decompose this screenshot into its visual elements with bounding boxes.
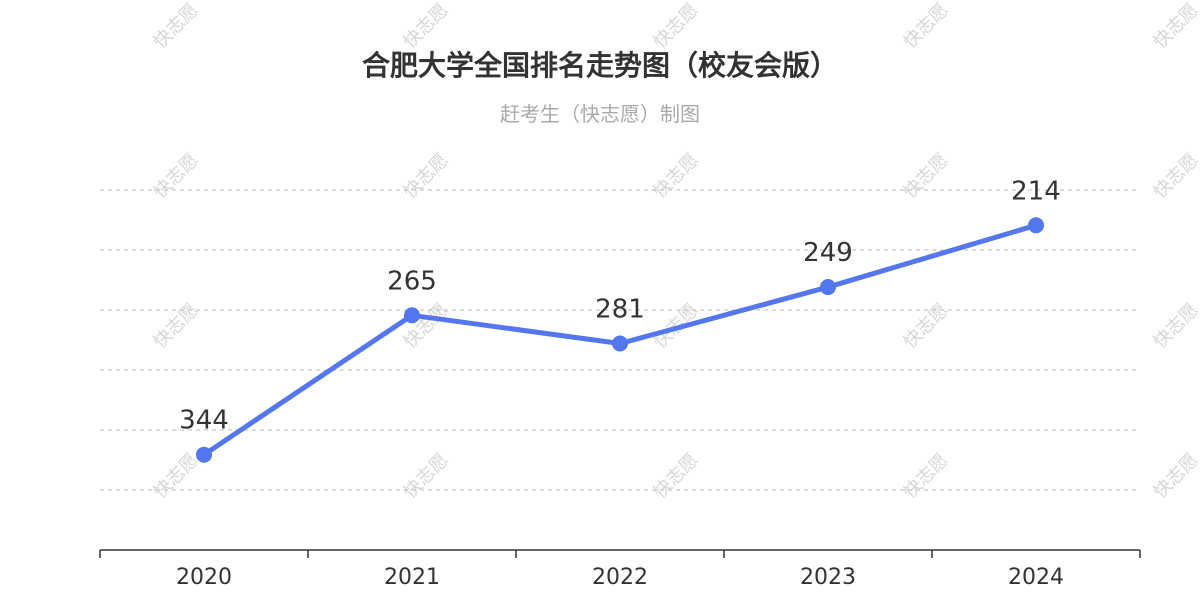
data-point	[820, 279, 836, 296]
x-tick-label: 2022	[592, 565, 648, 590]
x-tick-label: 2021	[384, 565, 440, 590]
data-label: 214	[1011, 176, 1061, 206]
data-label: 281	[595, 295, 645, 325]
watermark-text: 快志愿	[650, 450, 703, 503]
data-label: 265	[387, 266, 437, 296]
watermark-text: 快志愿	[150, 450, 203, 503]
watermark-text: 快志愿	[900, 450, 953, 503]
chart-subtitle: 赶考生（快志愿）制图	[500, 102, 700, 126]
watermark-layer: 快志愿 快志愿 快志愿 快志愿 快志愿快志愿 快志愿 快志愿 快志愿 快志愿快志愿 快志愿 快志愿快…	[150, 0, 1200, 503]
data-label: 344	[179, 406, 229, 436]
watermark-text: 快志愿	[400, 0, 453, 53]
grid-lines	[100, 189, 1140, 491]
x-tick-label: 2024	[1008, 565, 1064, 590]
watermark-text: 快志愿	[150, 150, 203, 203]
watermark-text: 快志愿	[150, 300, 203, 353]
watermark-text: 快志愿	[900, 300, 953, 353]
watermark-text: 快志愿	[1150, 0, 1200, 53]
data-point	[196, 446, 212, 463]
data-point	[612, 335, 628, 352]
x-tick-label: 2023	[800, 565, 856, 590]
data-point	[404, 307, 420, 324]
watermark-text: 快志愿	[150, 0, 203, 53]
watermark-text: 快志愿	[650, 0, 703, 53]
series-line-group: 344 265 281 249 214	[179, 176, 1061, 463]
watermark-text: 快志愿	[1150, 150, 1200, 203]
watermark-text: 快志愿	[400, 450, 453, 503]
watermark-text: 快志愿	[650, 150, 703, 203]
watermark-text: 快志愿	[900, 150, 953, 203]
watermark-text: 快志愿	[1150, 300, 1200, 353]
watermark-text: 快志愿	[400, 150, 453, 203]
x-tick-label: 2020	[176, 565, 232, 590]
chart-title: 合肥大学全国排名走势图（校友会版）	[361, 49, 838, 82]
data-label: 249	[803, 238, 853, 268]
x-axis: 2020 2021 2022 2023 2024	[99, 549, 1141, 590]
watermark-text: 快志愿	[900, 0, 953, 53]
watermark-text: 快志愿	[1150, 450, 1200, 503]
watermark-text: 快志愿	[400, 300, 453, 353]
data-point	[1028, 217, 1044, 234]
